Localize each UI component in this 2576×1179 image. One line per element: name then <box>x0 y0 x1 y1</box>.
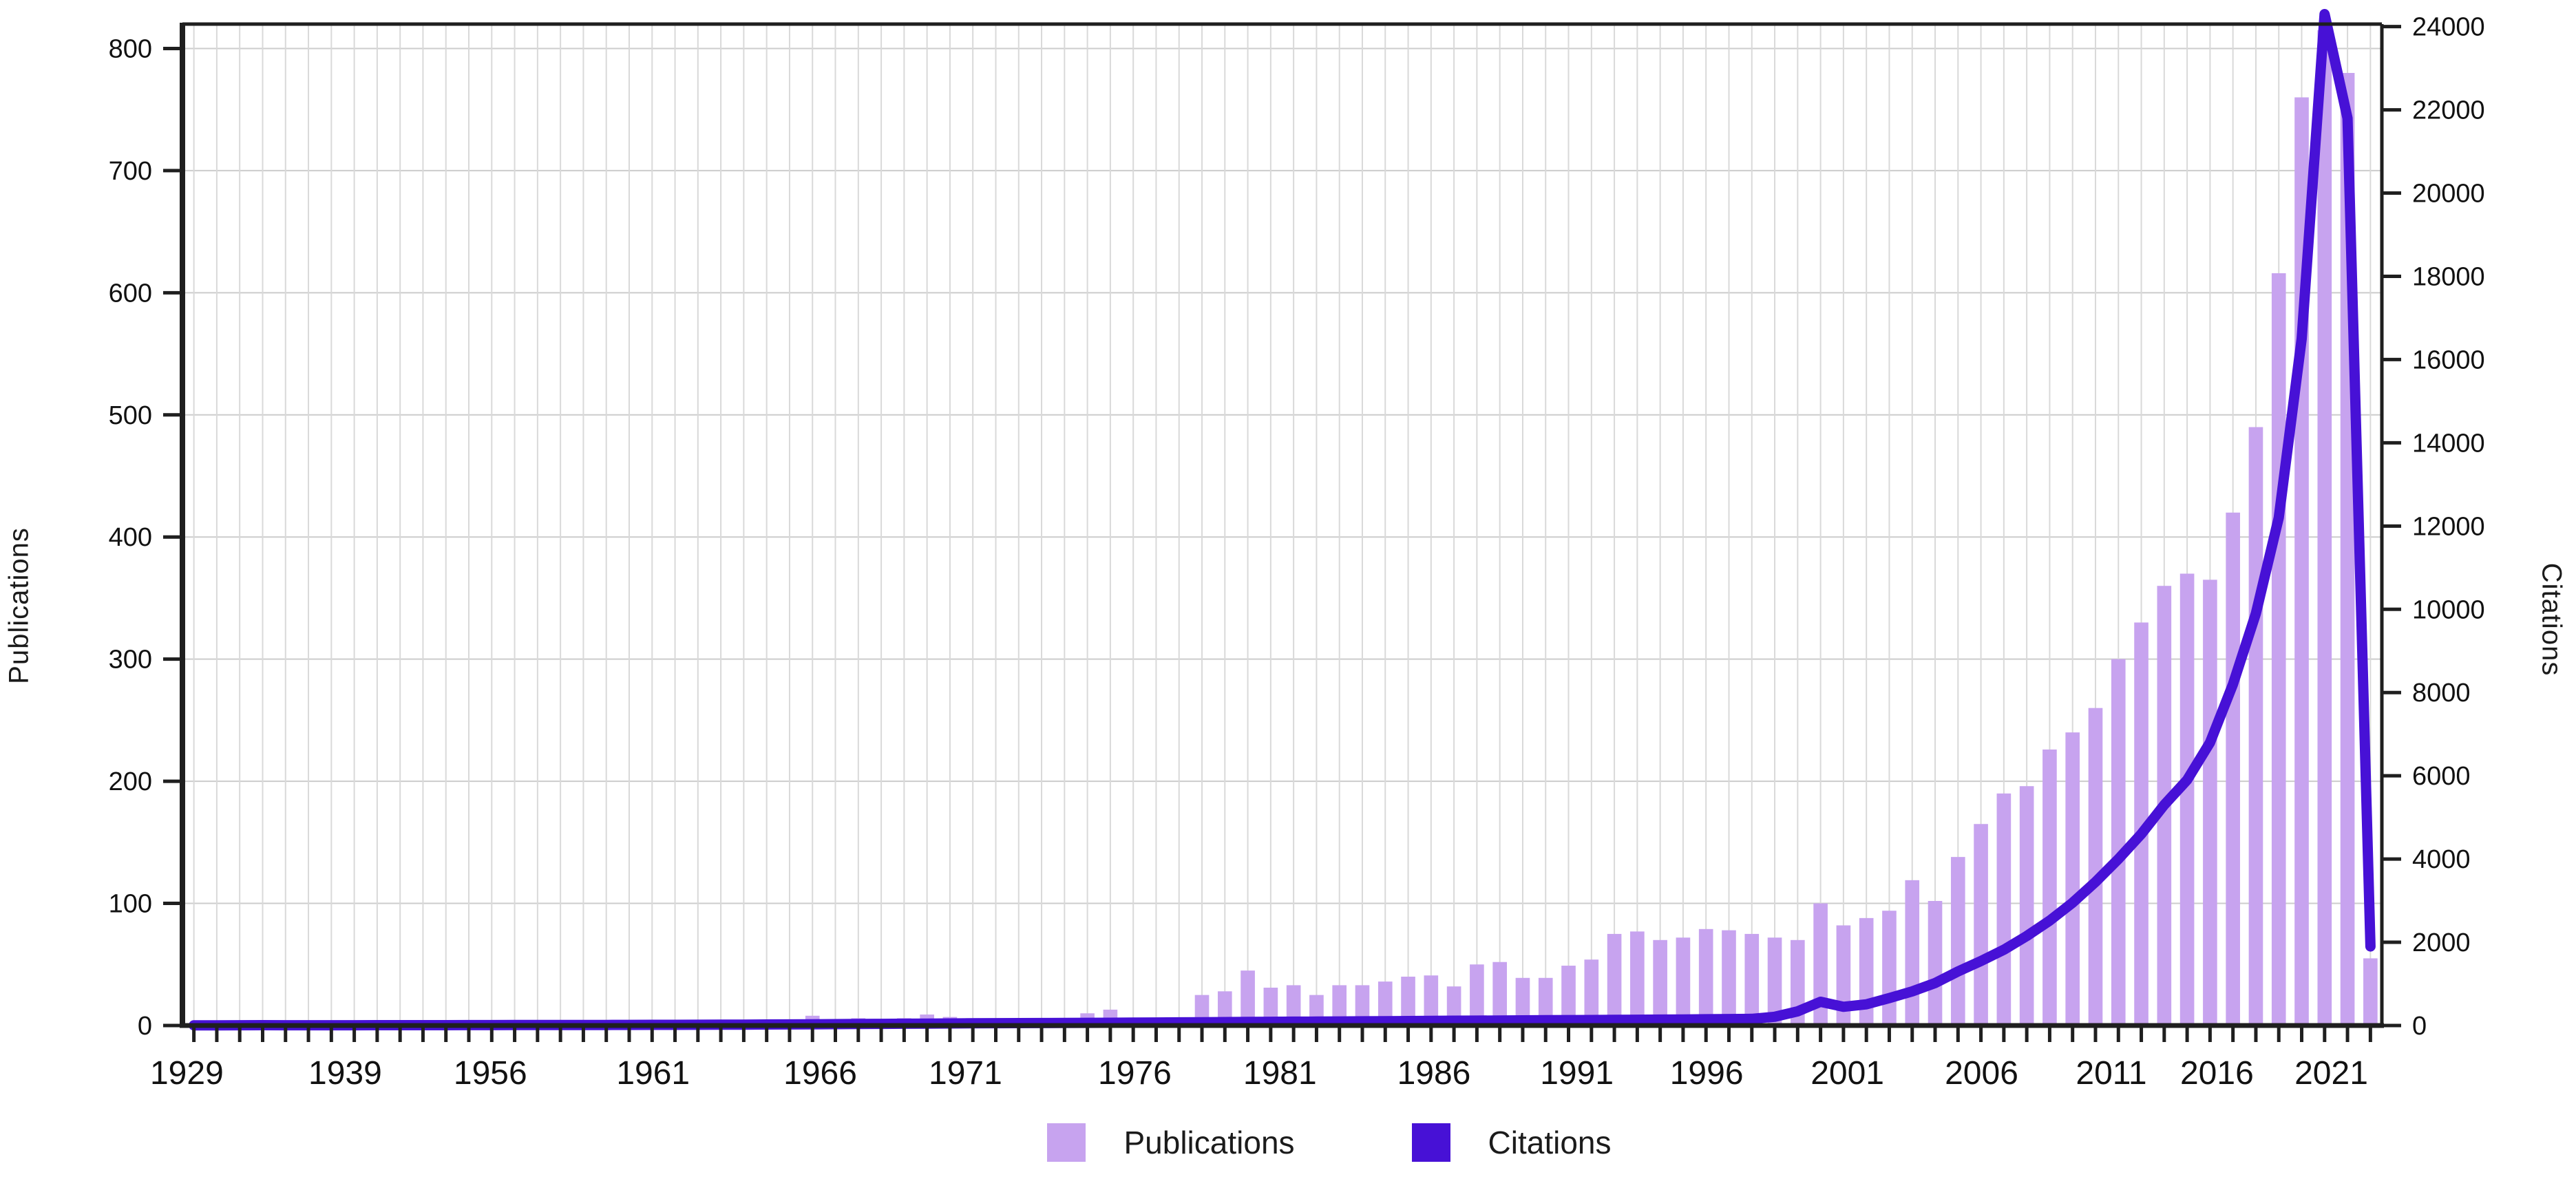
left-axis-tick-label: 200 <box>109 767 152 796</box>
publications-bar <box>1905 880 1920 1026</box>
x-axis-year-label: 1986 <box>1397 1055 1471 1092</box>
left-axis-tick-label: 500 <box>109 401 152 430</box>
legend-item-citations: Citations <box>1411 1123 1612 1162</box>
publications-bar <box>1950 857 1965 1026</box>
right-axis-title: Citations <box>2536 562 2567 677</box>
x-axis-year-label: 2021 <box>2294 1055 2368 1092</box>
publications-bar <box>2042 749 2057 1026</box>
publications-bar <box>1607 933 1622 1026</box>
legend-label-citations: Citations <box>1488 1125 1612 1160</box>
publications-bar <box>1791 939 1805 1026</box>
x-axis-year-label: 1939 <box>308 1055 382 1092</box>
publications-bar <box>1561 966 1576 1026</box>
legend-label-publications: Publications <box>1123 1125 1295 1160</box>
right-axis-tick-label: 22000 <box>2412 96 2485 125</box>
publications-bar <box>1584 959 1599 1026</box>
publications-bar <box>2271 273 2286 1026</box>
publications-bar <box>1974 824 1988 1026</box>
publications-bar <box>1928 901 1943 1026</box>
publications-bar <box>1424 975 1439 1026</box>
publications-bar <box>2065 732 2080 1026</box>
right-axis-tick-label: 24000 <box>2412 13 2485 42</box>
x-axis-year-label: 2006 <box>1945 1055 2018 1092</box>
right-axis-tick-label: 0 <box>2412 1012 2427 1041</box>
publications-bar <box>1515 977 1530 1026</box>
publications-bar <box>1813 903 1828 1026</box>
publications-bar <box>2248 427 2263 1026</box>
publications-swatch <box>1047 1123 1086 1162</box>
left-axis-tick-label: 400 <box>109 523 152 552</box>
publications-bar <box>2111 659 2126 1026</box>
legend: Publications Citations <box>41 1123 2576 1162</box>
publications-bar <box>2363 958 2378 1026</box>
x-axis-year-label: 1966 <box>783 1055 857 1092</box>
publications-bar <box>1492 962 1507 1026</box>
x-axis-year-label: 2011 <box>2076 1055 2146 1092</box>
publications-bar <box>1401 977 1415 1026</box>
left-axis-tick-label: 600 <box>109 279 152 308</box>
publications-bar <box>1377 981 1393 1026</box>
right-axis-tick-label: 20000 <box>2412 180 2485 209</box>
publications-bar <box>2226 512 2240 1026</box>
right-axis-tick-label: 8000 <box>2412 679 2471 708</box>
publications-bar <box>1470 964 1484 1026</box>
x-axis-year-label: 1991 <box>1540 1055 1614 1092</box>
right-axis-tick-label: 18000 <box>2412 262 2485 291</box>
right-axis-tick-label: 10000 <box>2412 595 2485 624</box>
publications-bar <box>1653 939 1667 1026</box>
publications-bar <box>1332 985 1347 1026</box>
x-axis-year-label: 2016 <box>2180 1055 2254 1092</box>
publications-bar <box>1767 937 1782 1026</box>
x-axis-year-label: 1976 <box>1098 1055 1172 1092</box>
left-axis-tick-label: 800 <box>109 34 152 63</box>
x-axis-year-label: 1996 <box>1670 1055 1744 1092</box>
right-axis-tick-label: 4000 <box>2412 845 2471 874</box>
publications-bar <box>1744 933 1760 1026</box>
publications-bar <box>1286 985 1301 1026</box>
x-axis-year-label: 1971 <box>929 1055 1002 1092</box>
x-axis-year-label: 1929 <box>150 1055 224 1092</box>
publications-bar <box>1630 931 1645 1026</box>
x-axis-year-label: 2001 <box>1810 1055 1884 1092</box>
legend-item-publications: Publications <box>1047 1123 1295 1162</box>
publications-bar <box>1355 985 1370 1026</box>
publications-bar <box>1882 911 1897 1026</box>
left-axis-tick-label: 100 <box>109 890 152 919</box>
publications-bar <box>1996 793 2012 1026</box>
left-axis-title: Publications <box>3 527 34 684</box>
x-axis-year-label: 1961 <box>616 1055 690 1092</box>
publications-bar <box>2134 622 2149 1026</box>
publications-bar <box>2179 573 2195 1026</box>
right-axis-tick-label: 2000 <box>2412 928 2471 957</box>
x-axis-year-label: 1956 <box>454 1055 527 1092</box>
citations-swatch <box>1411 1123 1450 1162</box>
publications-bar <box>2088 708 2103 1026</box>
publications-bar <box>1722 930 1736 1026</box>
right-axis-tick-label: 6000 <box>2412 762 2471 791</box>
publications-bar <box>2019 786 2034 1026</box>
left-axis-tick-label: 700 <box>109 157 152 186</box>
left-axis-tick-label: 0 <box>138 1012 152 1041</box>
publications-bar <box>1538 977 1553 1026</box>
publications-bar <box>1698 928 1713 1026</box>
publications-bar <box>2317 30 2332 1026</box>
publications-bar <box>1241 970 1255 1026</box>
publications-bar <box>2203 580 2217 1026</box>
right-axis-tick-label: 14000 <box>2412 429 2485 458</box>
x-axis-year-label: 1981 <box>1243 1055 1317 1092</box>
right-axis-tick-label: 12000 <box>2412 512 2485 541</box>
left-axis-tick-label: 300 <box>109 646 152 675</box>
publications-bar <box>1676 937 1691 1026</box>
right-axis-tick-label: 16000 <box>2412 346 2485 374</box>
publications-bar <box>1836 925 1851 1026</box>
publications-bar <box>1263 987 1278 1026</box>
